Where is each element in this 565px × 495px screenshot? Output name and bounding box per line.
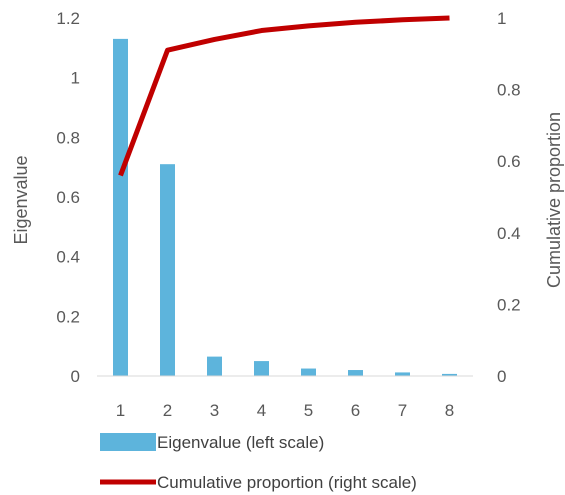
left-tick-label: 1.2 bbox=[56, 9, 80, 28]
eigenvalue-bar bbox=[348, 370, 363, 376]
cumulative-proportion-line bbox=[118, 15, 450, 177]
eigenvalue-bar bbox=[395, 372, 410, 376]
left-axis-title: Eigenvalue bbox=[11, 155, 31, 244]
x-axis-ticks: 1 2 3 4 5 6 7 8 bbox=[116, 401, 454, 420]
x-tick-label: 5 bbox=[304, 401, 313, 420]
right-tick-label: 0 bbox=[497, 367, 506, 386]
right-tick-label: 0.6 bbox=[497, 152, 521, 171]
left-tick-label: 1 bbox=[71, 69, 80, 88]
x-tick-label: 4 bbox=[257, 401, 266, 420]
left-tick-label: 0.6 bbox=[56, 188, 80, 207]
x-tick-label: 3 bbox=[210, 401, 219, 420]
eigenvalue-bar bbox=[207, 356, 222, 376]
legend-label-eigenvalue: Eigenvalue (left scale) bbox=[157, 433, 324, 452]
left-tick-label: 0.2 bbox=[56, 307, 80, 326]
eigenvalue-bar bbox=[442, 373, 457, 376]
left-axis-ticks: 0 0.2 0.4 0.6 0.8 1 1.2 bbox=[56, 9, 80, 386]
left-tick-label: 0.8 bbox=[56, 128, 80, 147]
eigenvalue-bars bbox=[113, 38, 457, 377]
left-tick-label: 0.4 bbox=[56, 248, 80, 267]
x-tick-label: 7 bbox=[398, 401, 407, 420]
legend-swatch-eigenvalue bbox=[100, 433, 156, 451]
right-axis-ticks: 0 0.2 0.4 0.6 0.8 1 bbox=[497, 9, 521, 386]
x-tick-label: 2 bbox=[163, 401, 172, 420]
eigenvalue-bar bbox=[254, 361, 269, 376]
left-tick-label: 0 bbox=[71, 367, 80, 386]
eigenvalue-bar bbox=[113, 38, 128, 377]
right-tick-label: 0.2 bbox=[497, 295, 521, 314]
x-tick-label: 6 bbox=[351, 401, 360, 420]
right-axis-title: Cumulative proportion bbox=[544, 112, 564, 288]
right-tick-label: 1 bbox=[497, 9, 506, 28]
x-tick-label: 1 bbox=[116, 401, 125, 420]
cumulative-line-group bbox=[118, 15, 450, 177]
right-tick-label: 0.4 bbox=[497, 224, 521, 243]
legend: Eigenvalue (left scale) Cumulative propo… bbox=[100, 433, 417, 492]
legend-label-cumulative: Cumulative proportion (right scale) bbox=[157, 473, 417, 492]
x-tick-label: 8 bbox=[445, 401, 454, 420]
right-tick-label: 0.8 bbox=[497, 81, 521, 100]
eigenvalue-bar bbox=[160, 164, 175, 376]
eigenvalue-bar bbox=[301, 368, 316, 376]
